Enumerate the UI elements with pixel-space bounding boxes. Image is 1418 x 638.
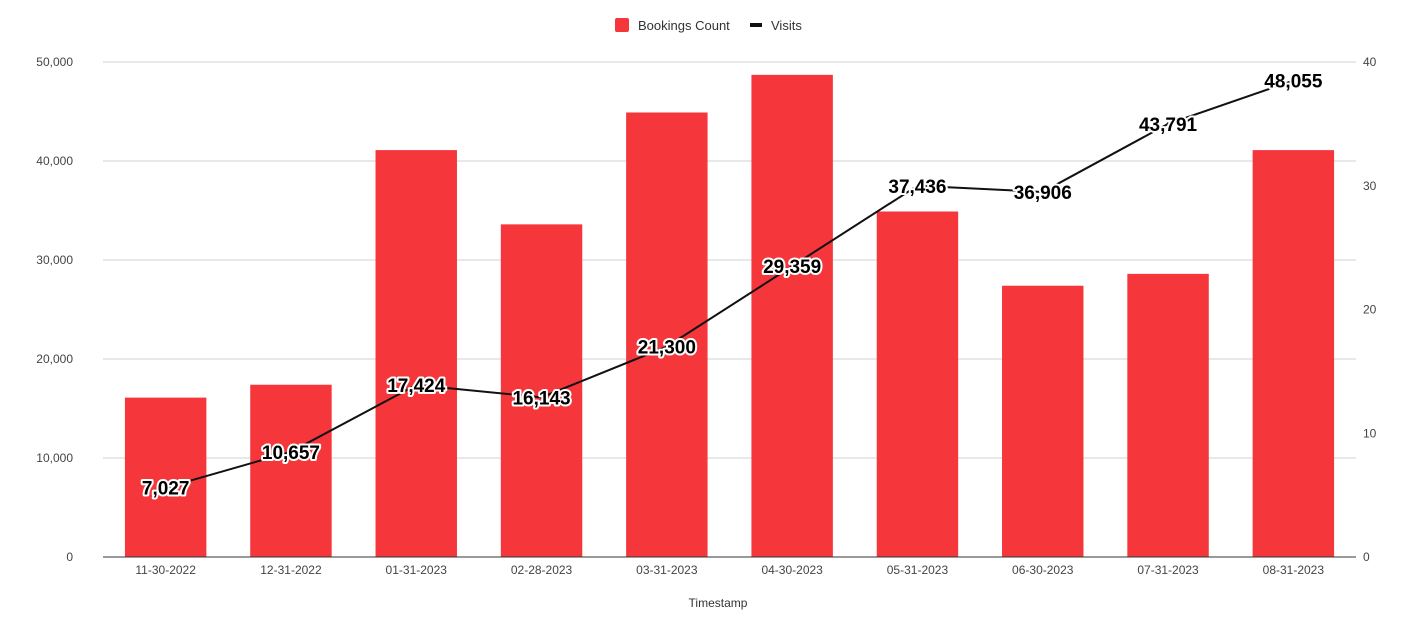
y-tick-label: 50,000	[36, 55, 73, 69]
left-axis-ticks: 0 10,000 20,000 30,000 40,000 50,000	[36, 55, 73, 564]
visits-point	[1166, 122, 1170, 126]
bar	[1002, 285, 1084, 557]
bar	[250, 384, 332, 557]
y2-tick-label: 0	[1363, 550, 1370, 564]
bar	[876, 211, 959, 558]
legend-label-visits: Visits	[771, 18, 802, 33]
visits-point	[289, 450, 293, 454]
bar	[751, 74, 833, 558]
y-tick-label: 0	[66, 550, 73, 564]
bar	[626, 112, 708, 558]
visits-point	[1041, 190, 1045, 194]
x-tick-label: 07-31-2023	[1137, 563, 1199, 577]
legend-swatch-visits	[750, 23, 762, 27]
x-tick-label: 08-31-2023	[1263, 563, 1325, 577]
visits-point	[164, 486, 168, 490]
visits-line	[165, 79, 1294, 489]
visits-point	[665, 345, 669, 349]
y-tick-label: 30,000	[36, 253, 73, 267]
x-tick-label: 06-30-2023	[1012, 563, 1074, 577]
x-axis-ticks: 11-30-2022 12-31-2022 01-31-2023 02-28-2023…	[135, 563, 1324, 577]
x-tick-label: 12-31-2022	[260, 563, 322, 577]
bar	[1252, 150, 1335, 558]
visits-point	[790, 264, 794, 268]
legend-label-bookings: Bookings Count	[638, 18, 730, 33]
y2-tick-label: 20	[1363, 303, 1377, 317]
bar	[375, 150, 457, 558]
visits-point	[540, 395, 544, 399]
legend-swatch-bookings	[615, 18, 629, 32]
y2-tick-label: 30	[1363, 179, 1377, 193]
visits-data-label: 7,027	[142, 479, 190, 500]
bar	[124, 397, 207, 557]
x-tick-label: 03-31-2023	[636, 563, 698, 577]
bar	[1127, 273, 1209, 557]
y2-tick-label: 10	[1363, 426, 1377, 440]
legend: Bookings Count Visits	[615, 18, 802, 33]
y-tick-label: 40,000	[36, 154, 73, 168]
visits-data-label: 48,055	[1264, 72, 1323, 93]
visits-data-label: 10,657	[262, 443, 320, 464]
x-axis-title: Timestamp	[689, 596, 748, 610]
visits-data-label: 37,436	[888, 177, 946, 198]
visits-data-label: 21,300	[638, 338, 696, 359]
visits-data-label: 16,143	[512, 388, 570, 409]
visits-line-group	[164, 79, 1295, 490]
right-axis-ticks: 0 10 20 30 40	[1363, 55, 1377, 564]
visits-point	[1291, 79, 1295, 83]
bar	[500, 224, 583, 558]
x-tick-label: 02-28-2023	[511, 563, 573, 577]
x-tick-label: 01-31-2023	[386, 563, 448, 577]
x-tick-label: 04-30-2023	[761, 563, 823, 577]
visits-point	[915, 184, 919, 188]
y-tick-label: 10,000	[36, 451, 73, 465]
visits-data-label: 29,359	[763, 257, 821, 278]
y2-tick-label: 40	[1363, 55, 1377, 69]
y-tick-label: 20,000	[36, 352, 73, 366]
visits-point	[414, 383, 418, 387]
x-tick-label: 11-30-2022	[135, 563, 196, 577]
bars-bookings-count	[124, 74, 1335, 558]
x-tick-label: 05-31-2023	[887, 563, 949, 577]
visits-data-labels: 7,027 10,657 17,424 16,143 21,300 29,359 37,43…	[140, 70, 1325, 502]
visits-data-label: 43,791	[1139, 115, 1198, 136]
visits-data-label: 17,424	[387, 376, 446, 397]
visits-data-label: 36,906	[1014, 183, 1072, 204]
